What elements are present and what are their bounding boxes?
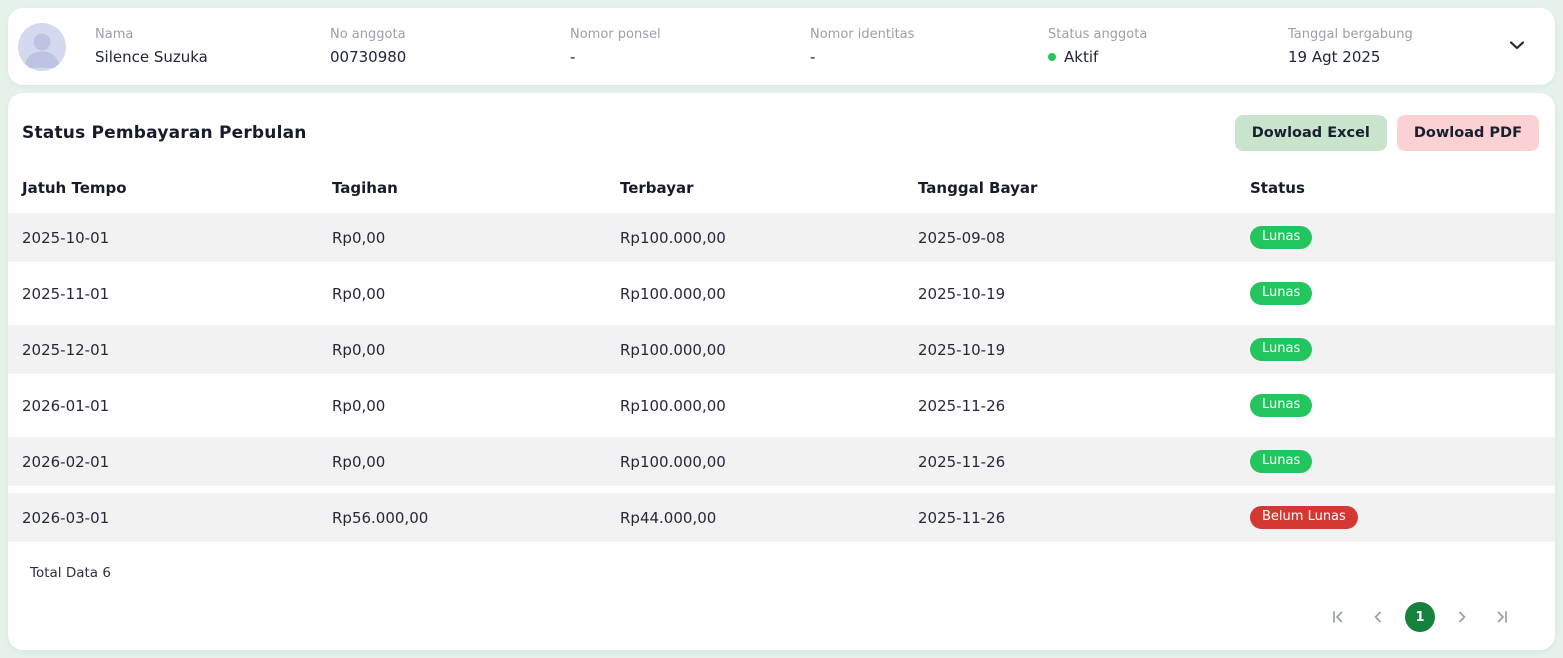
field-nomor-ponsel: Nomor ponsel - [570, 27, 810, 66]
cell-tanggal-bayar: 2025-10-19 [918, 284, 1006, 303]
cell-tanggal-bayar: 2025-09-08 [918, 228, 1006, 247]
field-value: - [810, 47, 816, 66]
last-page-icon [1493, 608, 1511, 626]
field-label: Nomor identitas [810, 27, 915, 43]
member-fields: Nama Silence Suzuka No anggota 00730980 … [95, 27, 1503, 66]
pagination: 1 [1325, 602, 1515, 632]
first-page-icon [1329, 608, 1347, 626]
cell-jatuh-tempo: 2026-02-01 [22, 452, 110, 471]
pagination-last-page-button[interactable] [1489, 604, 1515, 630]
cell-tagihan: Rp0,00 [332, 396, 386, 415]
status-badge: Lunas [1250, 393, 1313, 418]
table-row: 2025-11-01 Rp0,00 Rp100.000,00 2025-10-1… [8, 269, 1555, 325]
column-header-status: Status [1250, 179, 1305, 197]
pagination-first-page-button[interactable] [1325, 604, 1351, 630]
chevron-left-icon [1369, 608, 1387, 626]
field-label: Nomor ponsel [570, 27, 661, 43]
status-badge: Lunas [1250, 281, 1313, 306]
field-label: No anggota [330, 27, 406, 43]
cell-terbayar: Rp100.000,00 [620, 284, 726, 303]
status-badge: Belum Lunas [1250, 505, 1358, 530]
payment-status-card: Status Pembayaran Perbulan Dowload Excel… [8, 93, 1555, 650]
field-no-anggota: No anggota 00730980 [330, 27, 570, 66]
cell-tagihan: Rp0,00 [332, 284, 386, 303]
status-badge: Lunas [1250, 337, 1313, 362]
cell-tagihan: Rp56.000,00 [332, 508, 429, 527]
field-label: Tanggal bergabung [1288, 27, 1413, 43]
field-nama: Nama Silence Suzuka [95, 27, 330, 66]
field-value: 00730980 [330, 47, 407, 66]
cell-tagihan: Rp0,00 [332, 340, 386, 359]
cell-tanggal-bayar: 2025-11-26 [918, 508, 1006, 527]
status-text: Aktif [1064, 47, 1099, 66]
chevron-right-icon [1453, 608, 1471, 626]
column-header-terbayar: Terbayar [620, 179, 694, 197]
column-header-tanggal-bayar: Tanggal Bayar [918, 179, 1038, 197]
table-row: 2025-12-01 Rp0,00 Rp100.000,00 2025-10-1… [8, 325, 1555, 381]
table-row: 2026-01-01 Rp0,00 Rp100.000,00 2025-11-2… [8, 381, 1555, 437]
cell-jatuh-tempo: 2026-03-01 [22, 508, 110, 527]
pagination-current-page-button[interactable]: 1 [1405, 602, 1435, 632]
member-summary-card: Nama Silence Suzuka No anggota 00730980 … [8, 8, 1555, 85]
field-value: Aktif [1048, 48, 1288, 66]
cell-jatuh-tempo: 2026-01-01 [22, 396, 110, 415]
download-buttons: Dowload Excel Dowload PDF [1234, 115, 1539, 151]
cell-terbayar: Rp44.000,00 [620, 508, 717, 527]
field-tanggal-bergabung: Tanggal bergabung 19 Agt 2025 [1288, 27, 1503, 66]
table-row: 2025-10-01 Rp0,00 Rp100.000,00 2025-09-0… [8, 213, 1555, 269]
field-label: Status anggota [1048, 27, 1148, 43]
column-header-jatuh-tempo: Jatuh Tempo [22, 179, 127, 197]
cell-terbayar: Rp100.000,00 [620, 452, 726, 471]
download-excel-button[interactable]: Dowload Excel [1234, 115, 1387, 151]
cell-jatuh-tempo: 2025-12-01 [22, 340, 110, 359]
avatar [18, 22, 66, 71]
status-badge: Lunas [1250, 449, 1313, 474]
page-title: Status Pembayaran Perbulan [22, 123, 307, 143]
pagination-previous-page-button[interactable] [1365, 604, 1391, 630]
table-row: 2026-03-01 Rp56.000,00 Rp44.000,00 2025-… [8, 493, 1555, 549]
total-data-label: Total Data 6 [30, 565, 111, 581]
active-status-dot-icon [1048, 52, 1056, 61]
field-nomor-identitas: Nomor identitas - [810, 27, 1048, 66]
field-status-anggota: Status anggota Aktif [1048, 27, 1288, 66]
status-badge: Lunas [1250, 225, 1313, 250]
collapse-member-card-button[interactable] [1503, 31, 1531, 62]
cell-jatuh-tempo: 2025-10-01 [22, 228, 110, 247]
cell-tanggal-bayar: 2025-10-19 [918, 340, 1006, 359]
table-body: 2025-10-01 Rp0,00 Rp100.000,00 2025-09-0… [8, 213, 1555, 549]
field-value: 19 Agt 2025 [1288, 47, 1381, 66]
cell-tagihan: Rp0,00 [332, 228, 386, 247]
table-header-row: Jatuh Tempo Tagihan Terbayar Tanggal Bay… [8, 163, 1555, 213]
download-pdf-button[interactable]: Dowload PDF [1396, 115, 1539, 151]
cell-jatuh-tempo: 2025-11-01 [22, 284, 110, 303]
cell-terbayar: Rp100.000,00 [620, 340, 726, 359]
cell-terbayar: Rp100.000,00 [620, 228, 726, 247]
pagination-next-page-button[interactable] [1449, 604, 1475, 630]
cell-terbayar: Rp100.000,00 [620, 396, 726, 415]
table-row: 2026-02-01 Rp0,00 Rp100.000,00 2025-11-2… [8, 437, 1555, 493]
cell-tagihan: Rp0,00 [332, 452, 386, 471]
field-label: Nama [95, 27, 134, 43]
field-value: - [570, 47, 576, 66]
cell-tanggal-bayar: 2025-11-26 [918, 452, 1006, 471]
chevron-down-icon [1507, 35, 1527, 58]
column-header-tagihan: Tagihan [332, 179, 398, 197]
cell-tanggal-bayar: 2025-11-26 [918, 396, 1006, 415]
field-value: Silence Suzuka [95, 47, 208, 66]
